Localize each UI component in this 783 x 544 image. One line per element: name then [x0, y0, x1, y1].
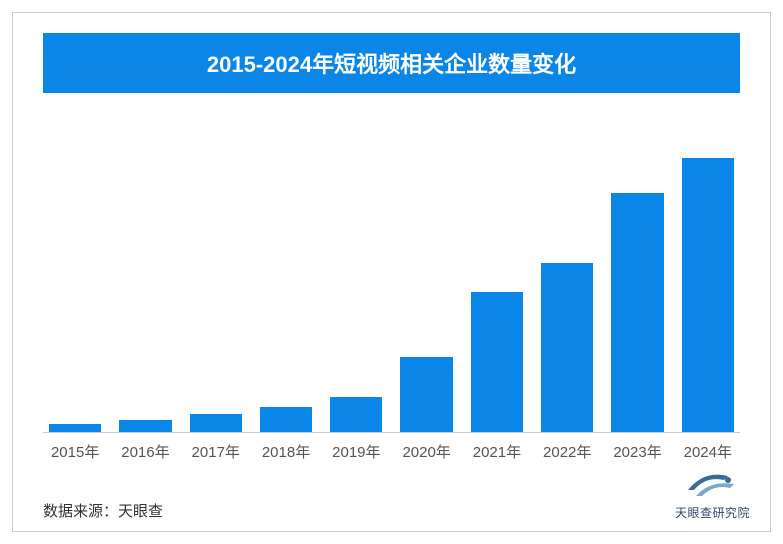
x-tick-label: 2023年 — [611, 441, 663, 462]
bar — [330, 397, 382, 432]
bar — [119, 420, 171, 432]
bar — [541, 263, 593, 432]
bar — [260, 407, 312, 432]
bar — [611, 193, 663, 432]
bar-slot — [330, 133, 382, 432]
bar — [471, 292, 523, 432]
plot-area — [43, 133, 740, 433]
bar-slot — [682, 133, 734, 432]
x-tick-label: 2018年 — [260, 441, 312, 462]
chart-title: 2015-2024年短视频相关企业数量变化 — [43, 33, 740, 93]
logo-icon — [684, 466, 740, 502]
source-prefix: 数据来源： — [43, 503, 118, 520]
bar-slot — [400, 133, 452, 432]
x-tick-label: 2017年 — [190, 441, 242, 462]
x-tick-label: 2020年 — [400, 441, 452, 462]
bar-slot — [119, 133, 171, 432]
data-source: 数据来源：天眼查 — [43, 500, 740, 521]
bar-slot — [260, 133, 312, 432]
chart-frame: 2015-2024年短视频相关企业数量变化 2015年2016年2017年201… — [12, 12, 771, 532]
bar-slot — [471, 133, 523, 432]
bar — [190, 414, 242, 432]
x-axis-labels: 2015年 2016年 2017年 2018年 2019年 2020年 2021年 2022年… — [43, 433, 740, 462]
bar-slot — [541, 133, 593, 432]
brand-logo: 天眼查研究院 — [675, 466, 750, 521]
x-tick-label: 2021年 — [471, 441, 523, 462]
bar — [400, 357, 452, 432]
x-tick-label: 2015年 — [49, 441, 101, 462]
logo-text: 天眼查研究院 — [675, 504, 750, 521]
source-value: 天眼查 — [118, 503, 163, 520]
x-tick-label: 2019年 — [330, 441, 382, 462]
x-tick-label: 2022年 — [541, 441, 593, 462]
bar-slot — [49, 133, 101, 432]
x-tick-label: 2024年 — [682, 441, 734, 462]
bar — [682, 158, 734, 432]
bar-slot — [611, 133, 663, 432]
bar-slot — [190, 133, 242, 432]
bar — [49, 424, 101, 432]
x-tick-label: 2016年 — [119, 441, 171, 462]
